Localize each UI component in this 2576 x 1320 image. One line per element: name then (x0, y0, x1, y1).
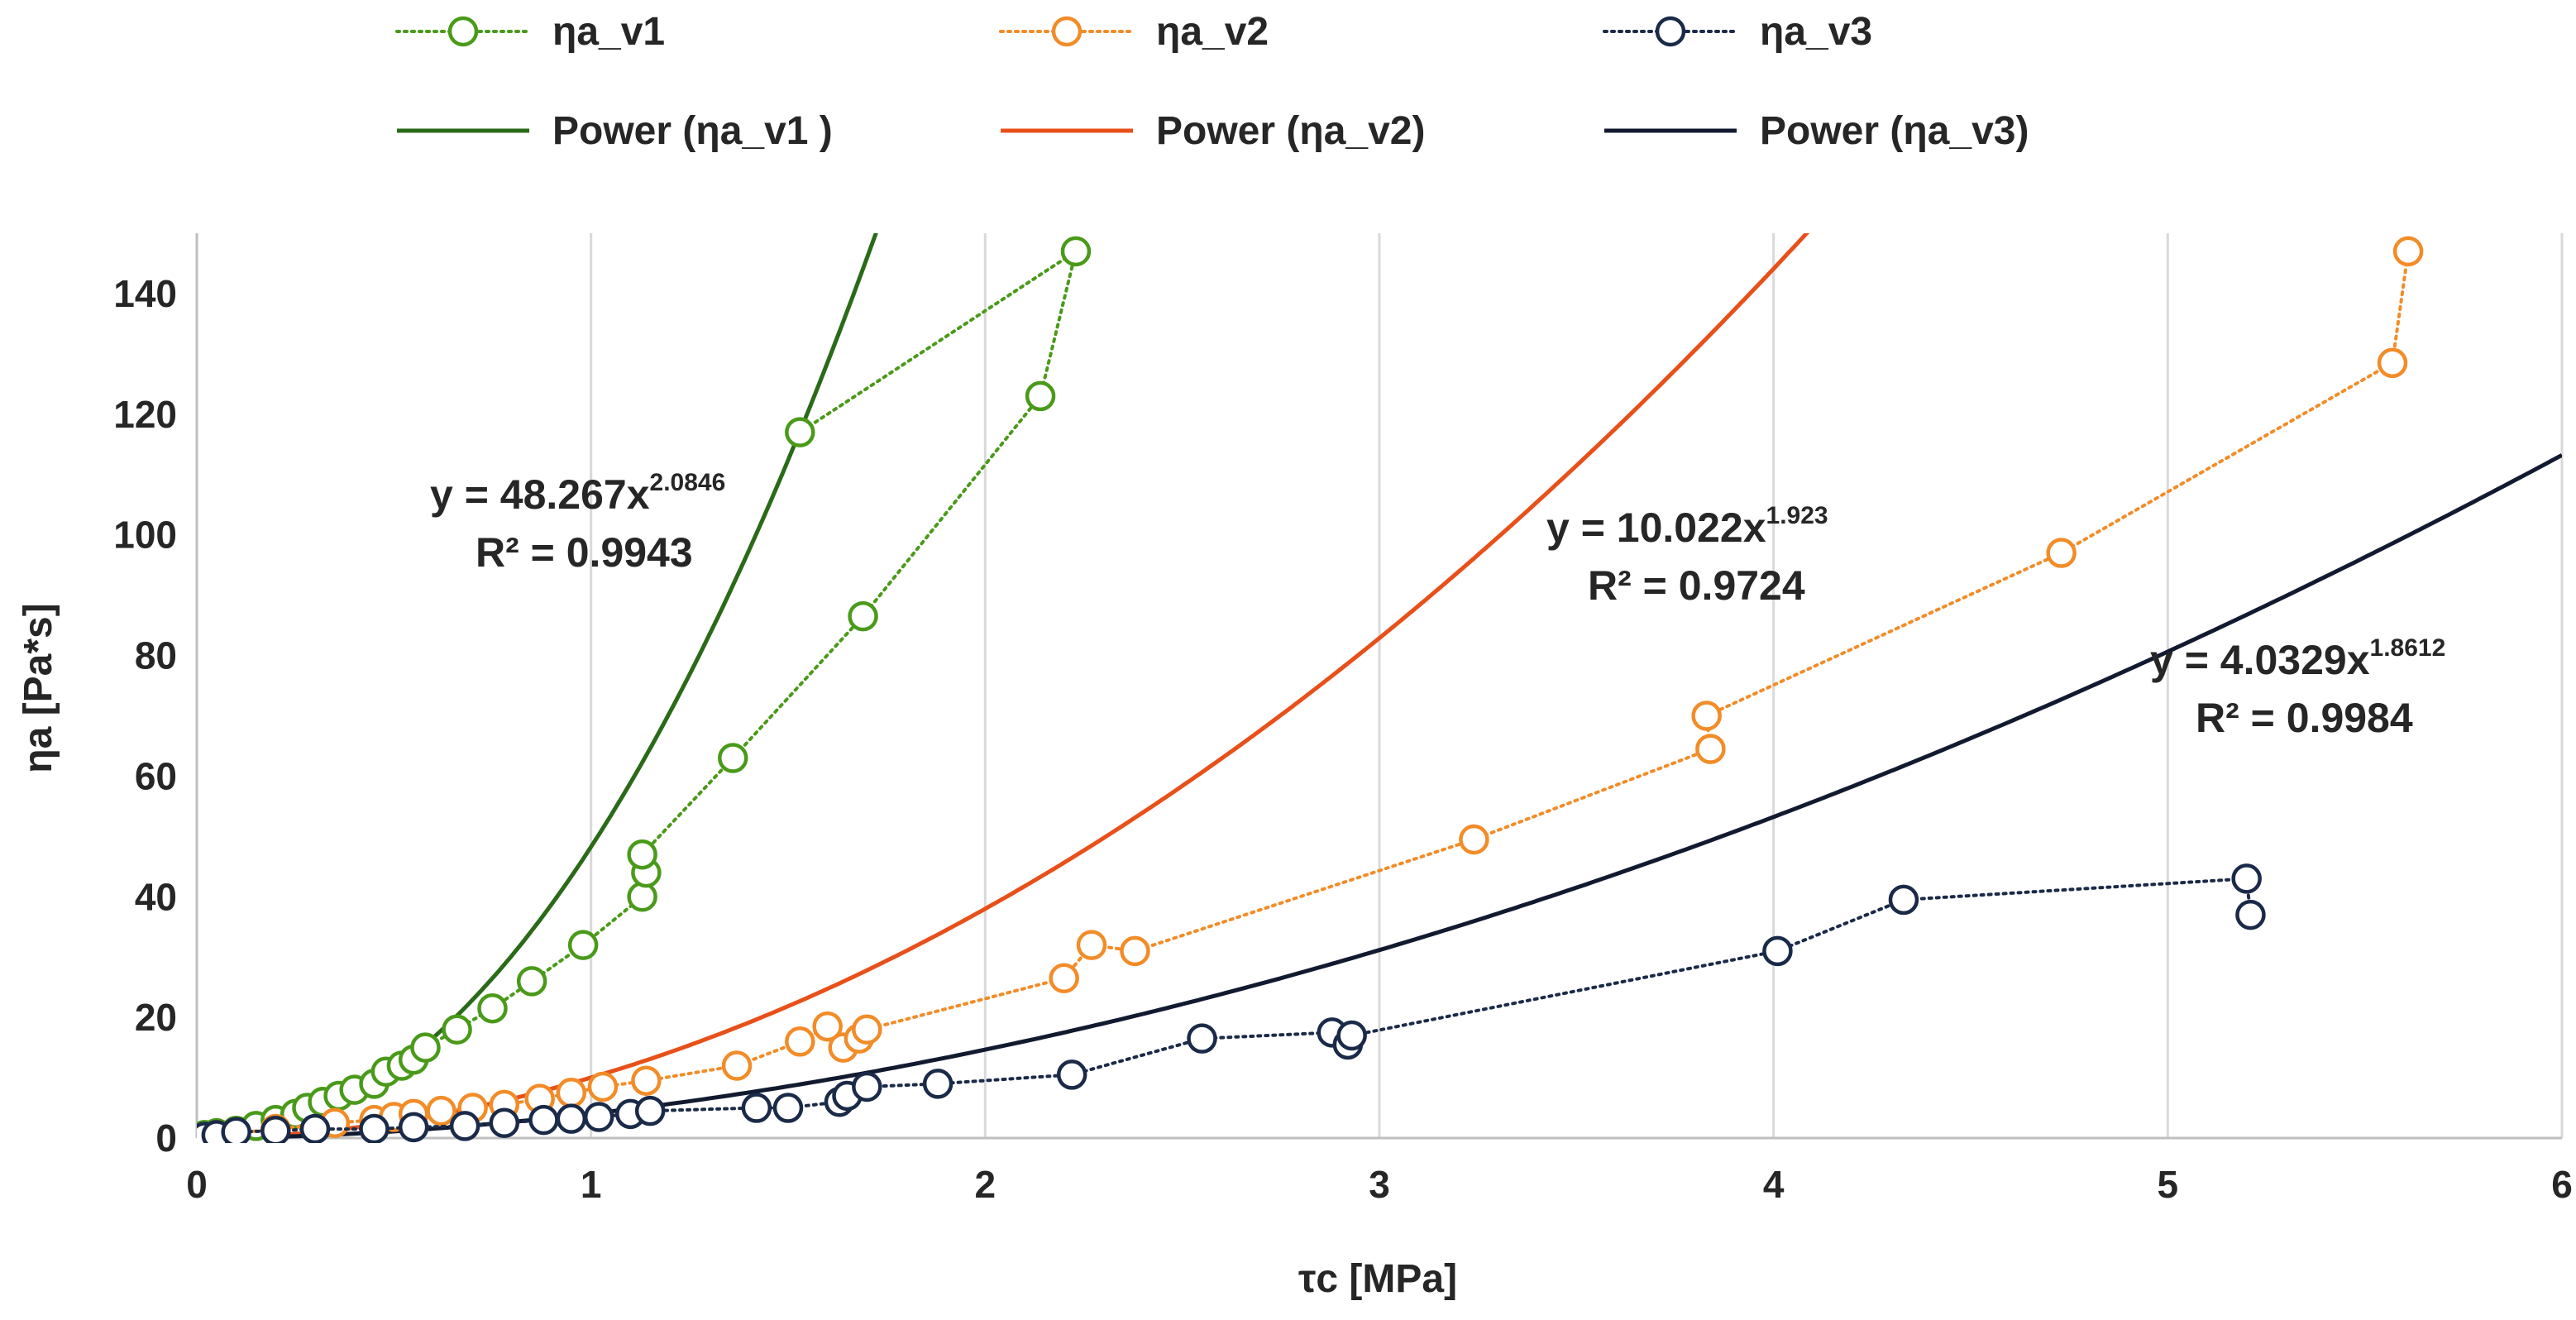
data-point (627, 882, 657, 912)
data-point (785, 1026, 815, 1057)
data-point (489, 1107, 520, 1139)
y-tick-label: 140 (113, 272, 177, 315)
fit-r-squared: R² = 0.9724 (1588, 562, 1805, 609)
legend-marker (1655, 16, 1686, 47)
x-tick-label: 1 (581, 1163, 602, 1206)
data-point (528, 1104, 559, 1136)
fit-r-squared: R² = 0.9943 (476, 529, 693, 576)
x-tick-label: 0 (186, 1163, 208, 1206)
series-line (203, 247, 1079, 1137)
legend-label: ηa_v1 (552, 10, 665, 54)
data-point (2377, 347, 2408, 379)
data-point (2231, 863, 2262, 894)
data-point (221, 1117, 251, 1143)
data-point (848, 600, 878, 632)
data-point (477, 992, 508, 1024)
trendline-curve (197, 233, 878, 1141)
x-tick-label: 4 (1763, 1163, 1785, 1206)
data-point (812, 1011, 843, 1042)
fit-equation-base: y = 4.0329x (2150, 637, 2370, 683)
data-point (567, 930, 599, 960)
data-point (1187, 1023, 1217, 1054)
y-axis-title: ηa [Pa*s] (17, 603, 60, 772)
data-point (1049, 963, 1079, 993)
data-point (442, 1014, 472, 1045)
data-point (922, 1069, 953, 1099)
data-point (1888, 884, 1919, 916)
data-point (1459, 824, 1489, 855)
data-point (583, 1102, 614, 1132)
data-point (449, 1111, 480, 1141)
data-point (516, 966, 547, 997)
fit-r-squared: R² = 0.9984 (2196, 695, 2413, 741)
legend-label: ηa_v2 (1156, 10, 1269, 54)
data-point (1025, 380, 1056, 412)
data-point (852, 1014, 882, 1045)
x-axis-title: τc [MPa] (1298, 1257, 1457, 1301)
legend-label: Power (ηa_v2) (1156, 109, 1425, 153)
y-tick-label: 60 (135, 754, 177, 797)
data-point (1076, 930, 1107, 960)
data-point (260, 1116, 291, 1143)
fit-equation-exponent: 2.0846 (650, 469, 726, 496)
data-point (852, 1071, 882, 1102)
data-point (1762, 935, 1793, 967)
x-tick-label: 6 (2551, 1163, 2573, 1206)
data-point (2392, 236, 2424, 267)
data-point (2235, 899, 2266, 930)
fit-equation-base: y = 10.022x (1546, 505, 1766, 551)
data-point (1336, 1020, 1367, 1051)
legend-label: ηa_v3 (1760, 10, 1872, 54)
y-tick-label: 0 (155, 1117, 177, 1160)
data-point (718, 743, 748, 773)
data-point (627, 839, 657, 870)
legend-label: Power (ηa_v1 ) (552, 109, 833, 153)
x-tick-label: 2 (975, 1163, 996, 1206)
y-tick-label: 40 (135, 875, 177, 918)
fit-equation: y = 4.0329x1.8612 (2150, 634, 2445, 683)
data-point (398, 1112, 429, 1143)
fit-equation-exponent: 1.8612 (2370, 634, 2446, 662)
data-series (197, 236, 2424, 1143)
data-point (556, 1103, 587, 1134)
x-tick-label: 3 (1369, 1163, 1390, 1206)
data-point (1056, 1059, 1087, 1090)
data-point (772, 1093, 804, 1123)
data-point (721, 1050, 753, 1081)
data-point (299, 1113, 331, 1143)
data-point (1060, 236, 1092, 267)
y-tick-label: 80 (135, 634, 177, 677)
data-point (1691, 701, 1722, 731)
y-tick-label: 20 (135, 996, 177, 1039)
data-point (410, 1032, 441, 1063)
legend-marker (1051, 16, 1082, 47)
fit-equation: y = 48.267x2.0846 (430, 469, 725, 518)
data-point (785, 417, 815, 447)
data-point (741, 1093, 772, 1123)
legend-marker (447, 16, 479, 47)
data-point (2046, 538, 2077, 568)
fit-equation: y = 10.022x1.923 (1546, 502, 1828, 551)
legend: ηa_v1 ηa_v2 ηa_v3 Power (ηa_v1 ) Power (ηa_v… (395, 10, 2029, 153)
data-point (556, 1078, 587, 1108)
legend-label: Power (ηa_v3) (1760, 109, 2029, 153)
data-point (359, 1113, 390, 1143)
grid-lines (590, 233, 2564, 1138)
data-point (1695, 734, 1726, 764)
fit-equation-exponent: 1.923 (1766, 502, 1828, 529)
y-tick-label: 120 (113, 393, 177, 436)
data-point (587, 1071, 619, 1102)
y-tick-label: 100 (113, 514, 177, 557)
data-point (631, 1065, 662, 1096)
fit-equation-base: y = 48.267x (430, 471, 650, 518)
data-point (426, 1095, 456, 1126)
x-tick-label: 5 (2158, 1163, 2179, 1206)
data-point (1120, 935, 1150, 967)
data-point (634, 1095, 666, 1126)
